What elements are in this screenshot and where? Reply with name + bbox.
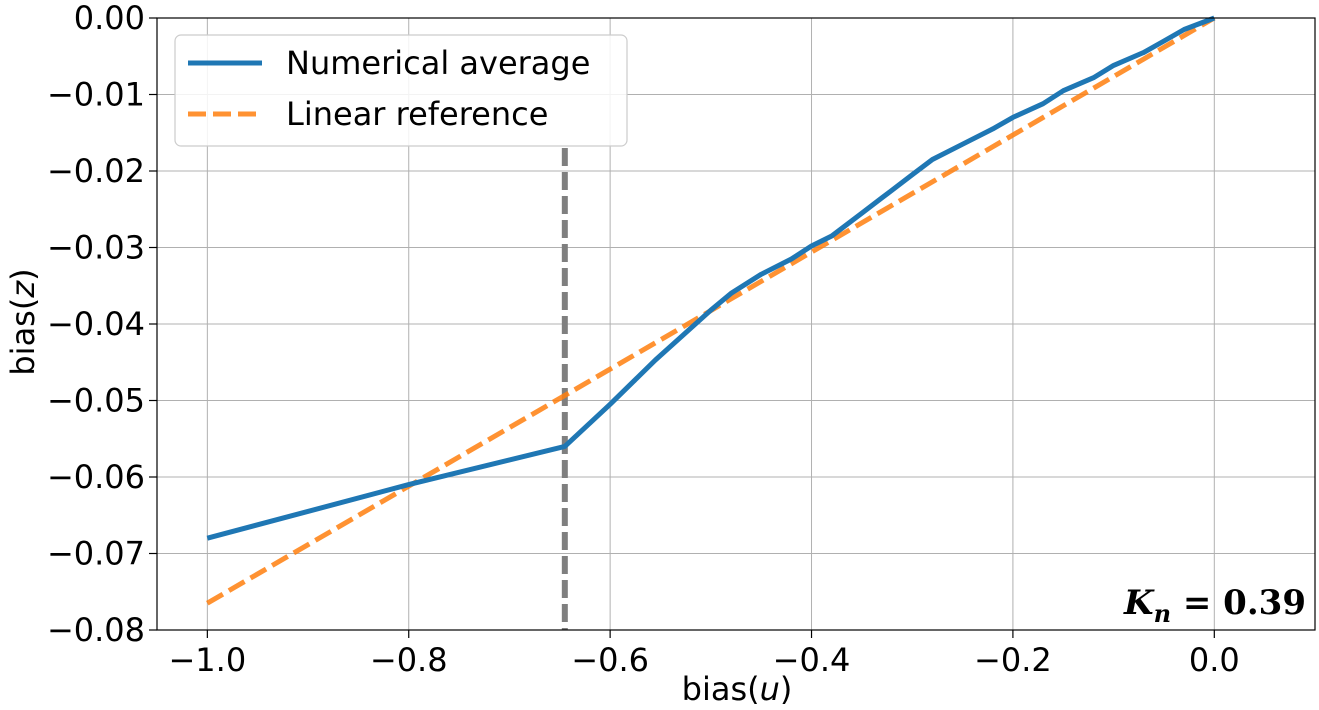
y-tick-label: −0.04 xyxy=(47,305,145,343)
y-tick-label: −0.08 xyxy=(47,611,145,649)
legend-box xyxy=(174,34,628,147)
x-tick-label: 0.0 xyxy=(1189,641,1240,679)
x-axis-label: bias(u) xyxy=(682,670,793,708)
legend-label-linear-reference: Linear reference xyxy=(286,95,548,133)
x-tick-label: −0.6 xyxy=(571,641,649,679)
x-tick-label: −1.0 xyxy=(168,641,246,679)
y-tick-label: −0.02 xyxy=(47,152,145,190)
y-tick-label: −0.06 xyxy=(47,458,145,496)
y-tick-label: −0.07 xyxy=(47,535,145,573)
legend-label-numerical-average: Numerical average xyxy=(286,44,590,82)
y-tick-label: 0.00 xyxy=(74,0,145,37)
series-line-numerical-average xyxy=(206,15,1216,541)
x-tick-label: −0.8 xyxy=(370,641,448,679)
legend: Numerical average Linear reference xyxy=(174,34,628,147)
y-axis-label: bias(z) xyxy=(4,268,42,375)
y-tick-label: −0.01 xyxy=(47,76,145,114)
x-tick-label: −0.2 xyxy=(974,641,1052,679)
grid-lines xyxy=(157,17,1315,631)
x-tick-label: −0.4 xyxy=(773,641,851,679)
chart-series-group xyxy=(206,15,1216,630)
x-axis-ticks: −1.0 −0.8 −0.6 −0.4 −0.2 0.0 xyxy=(168,630,1240,679)
y-tick-label: −0.03 xyxy=(47,229,145,267)
kn-annotation: Kn = 0.39 xyxy=(1123,583,1306,628)
y-axis-ticks: 0.00 −0.01 −0.02 −0.03 −0.04 −0.05 −0.06 −0.07 −… xyxy=(47,0,157,649)
y-tick-label: −0.05 xyxy=(47,382,145,420)
